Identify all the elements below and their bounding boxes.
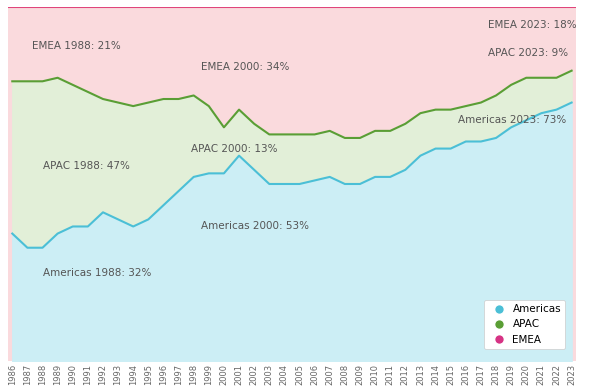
Legend: Americas, APAC, EMEA: Americas, APAC, EMEA [484,300,565,349]
Text: EMEA 1988: 21%: EMEA 1988: 21% [32,41,121,51]
Text: Americas 2023: 73%: Americas 2023: 73% [458,115,566,125]
Text: APAC 2023: 9%: APAC 2023: 9% [488,48,569,58]
Text: APAC 1988: 47%: APAC 1988: 47% [43,161,130,171]
Text: EMEA 2000: 34%: EMEA 2000: 34% [201,62,290,72]
Text: EMEA 2023: 18%: EMEA 2023: 18% [488,20,577,30]
Text: Americas 1988: 32%: Americas 1988: 32% [43,267,151,278]
Text: APAC 2000: 13%: APAC 2000: 13% [191,143,277,154]
Text: Americas 2000: 53%: Americas 2000: 53% [201,221,309,232]
